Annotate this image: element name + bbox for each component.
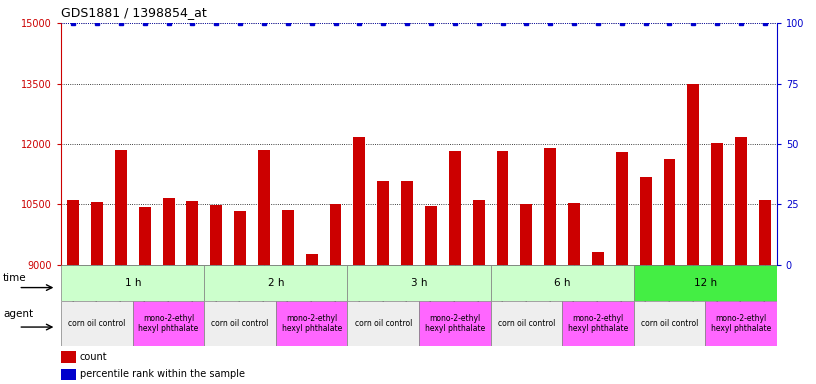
Bar <box>419 301 490 346</box>
Bar <box>91 202 103 265</box>
Bar <box>425 206 437 265</box>
Text: 3 h: 3 h <box>410 278 428 288</box>
Bar <box>61 265 204 301</box>
Bar <box>759 200 771 265</box>
Bar <box>348 301 419 346</box>
Bar <box>663 159 676 265</box>
Text: corn oil control: corn oil control <box>641 319 698 328</box>
Bar <box>490 301 562 346</box>
Bar <box>568 203 580 265</box>
Bar <box>544 149 557 265</box>
Text: mono-2-ethyl
hexyl phthalate: mono-2-ethyl hexyl phthalate <box>568 314 628 333</box>
Bar <box>306 254 317 265</box>
Bar <box>139 207 151 265</box>
Text: 2 h: 2 h <box>268 278 284 288</box>
Text: mono-2-ethyl
hexyl phthalate: mono-2-ethyl hexyl phthalate <box>424 314 485 333</box>
Bar <box>282 210 294 265</box>
Bar <box>61 301 133 346</box>
Text: percentile rank within the sample: percentile rank within the sample <box>80 369 245 379</box>
Bar <box>234 210 246 265</box>
Text: 1 h: 1 h <box>125 278 141 288</box>
Bar <box>204 301 276 346</box>
Bar <box>211 205 222 265</box>
Bar <box>634 301 705 346</box>
Bar <box>449 151 461 265</box>
Text: mono-2-ethyl
hexyl phthalate: mono-2-ethyl hexyl phthalate <box>711 314 771 333</box>
Bar <box>330 204 341 265</box>
Bar <box>61 351 76 363</box>
Bar <box>401 181 413 265</box>
Bar <box>712 143 723 265</box>
Bar <box>162 198 175 265</box>
Bar <box>348 265 490 301</box>
Bar <box>705 301 777 346</box>
Bar <box>616 152 628 265</box>
Bar <box>497 151 508 265</box>
Bar <box>490 265 634 301</box>
Text: corn oil control: corn oil control <box>69 319 126 328</box>
Bar <box>634 265 777 301</box>
Text: mono-2-ethyl
hexyl phthalate: mono-2-ethyl hexyl phthalate <box>282 314 342 333</box>
Text: agent: agent <box>3 309 33 319</box>
Text: 6 h: 6 h <box>554 278 570 288</box>
Bar <box>353 137 366 265</box>
Bar <box>687 84 699 265</box>
Text: mono-2-ethyl
hexyl phthalate: mono-2-ethyl hexyl phthalate <box>139 314 198 333</box>
Bar <box>115 150 126 265</box>
Text: count: count <box>80 352 108 362</box>
Text: corn oil control: corn oil control <box>354 319 412 328</box>
Text: 12 h: 12 h <box>694 278 716 288</box>
Bar <box>377 181 389 265</box>
Text: corn oil control: corn oil control <box>498 319 555 328</box>
Bar <box>735 137 747 265</box>
Bar <box>61 369 76 380</box>
Bar <box>133 301 204 346</box>
Text: corn oil control: corn oil control <box>211 319 268 328</box>
Bar <box>640 177 652 265</box>
Bar <box>521 204 532 265</box>
Bar <box>276 301 348 346</box>
Bar <box>67 200 79 265</box>
Text: GDS1881 / 1398854_at: GDS1881 / 1398854_at <box>61 6 207 19</box>
Bar <box>472 200 485 265</box>
Bar <box>204 265 348 301</box>
Bar <box>186 201 198 265</box>
Bar <box>592 252 604 265</box>
Text: time: time <box>3 273 27 283</box>
Bar <box>258 150 270 265</box>
Bar <box>562 301 634 346</box>
